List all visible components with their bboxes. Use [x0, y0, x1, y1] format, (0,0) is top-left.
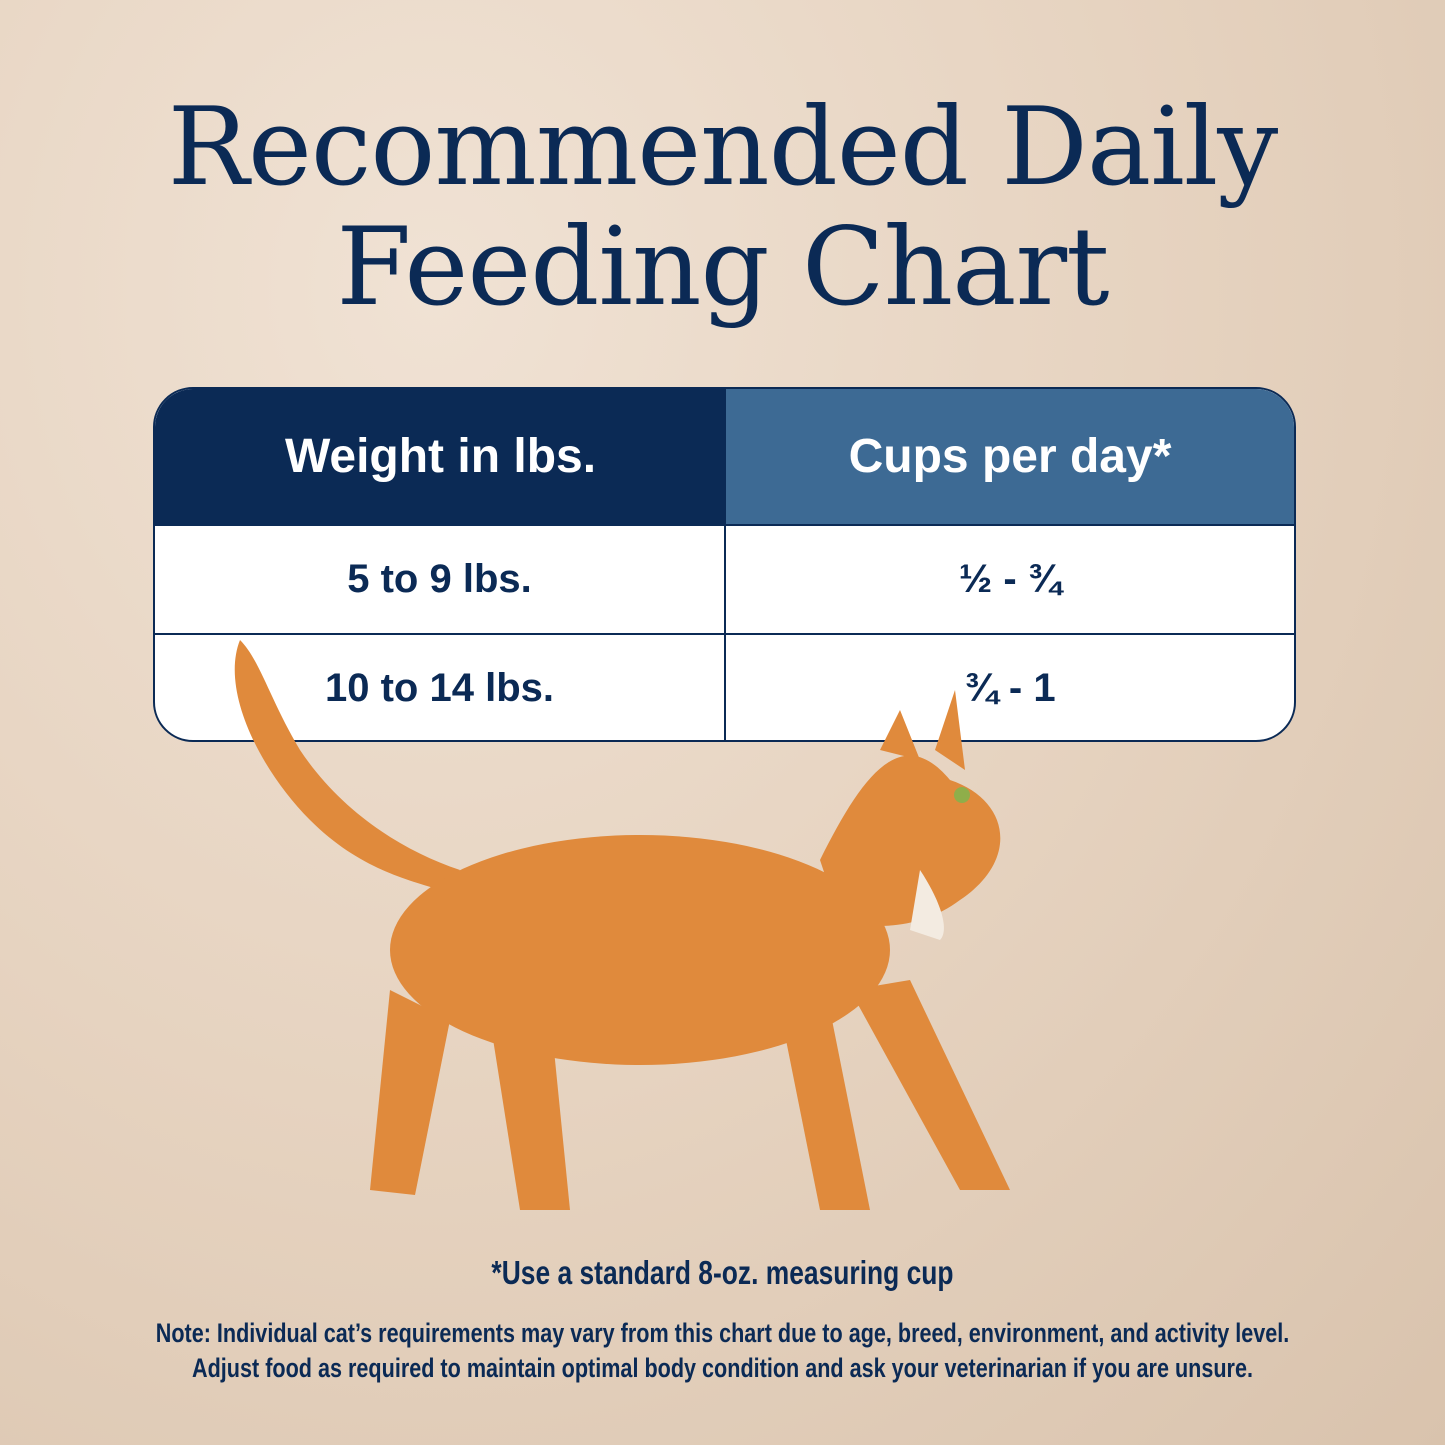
footnote: *Use a standard 8-oz. measuring cup: [491, 1254, 954, 1291]
cups-cell: ¾ - 1: [726, 633, 1294, 740]
cat-image: [234, 640, 1010, 1210]
weight-cell: 5 to 9 lbs.: [155, 524, 726, 633]
header-cups: Cups per day*: [726, 389, 1294, 524]
table-row: 10 to 14 lbs. ¾ - 1: [155, 633, 1294, 740]
cups-cell: ½ - ¾: [726, 524, 1294, 633]
table-row: 5 to 9 lbs. ½ - ¾: [155, 524, 1294, 633]
header-weight: Weight in lbs.: [155, 389, 726, 524]
feeding-table: Weight in lbs. Cups per day* 5 to 9 lbs.…: [153, 387, 1296, 742]
page-title-line2: Feeding Chart: [336, 205, 1109, 330]
page-title-line1: Recommended Daily: [167, 85, 1279, 210]
table-header: Weight in lbs. Cups per day*: [155, 389, 1294, 524]
note-line1: Note: Individual cat’s requirements may …: [155, 1318, 1290, 1348]
cat-eye: [954, 787, 970, 803]
weight-cell: 10 to 14 lbs.: [155, 633, 726, 740]
note-line2: Adjust food as required to maintain opti…: [192, 1353, 1253, 1383]
